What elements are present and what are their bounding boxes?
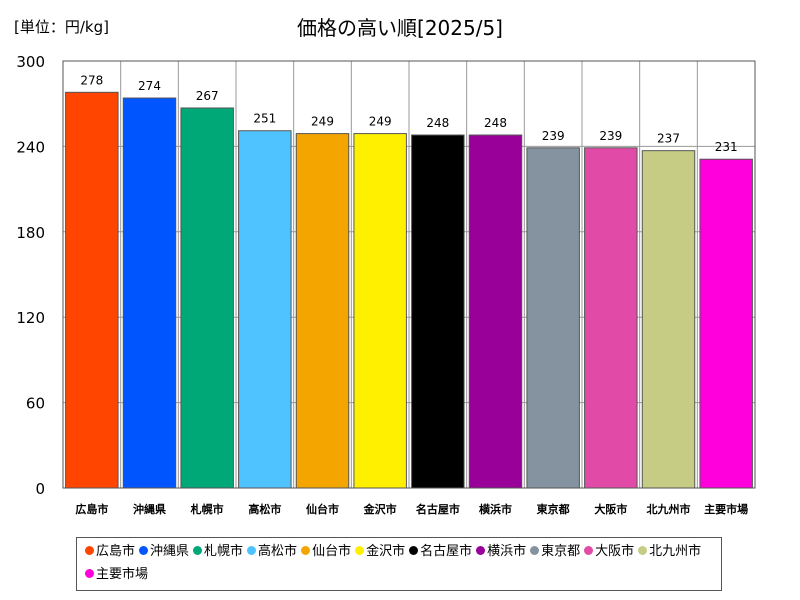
data-label: 274 [138,79,161,93]
bar [468,134,523,489]
bar [526,147,580,489]
data-label: 267 [196,89,219,103]
bar [584,147,638,489]
unit-label: [単位：円/kg] [14,18,109,36]
y-tick-label: 60 [26,395,45,413]
data-label: 249 [369,115,392,129]
legend-label: 名古屋市 [420,544,473,559]
legend-item: 広島市 [85,540,135,563]
bar [411,134,465,489]
legend-label: 広島市 [96,544,136,559]
x-tick-label: 沖縄県 [133,502,166,516]
legend-marker [638,546,648,555]
data-label: 251 [253,112,276,126]
y-tick-label: 180 [16,224,45,242]
data-label: 278 [80,73,103,87]
plot-frame [62,60,756,489]
data-label: 239 [542,129,565,143]
legend-label: 金沢市 [366,544,406,559]
bar [238,130,292,489]
bar [180,107,234,489]
bar [699,158,753,489]
legend-label: 横浜市 [487,544,527,559]
legend-item: 仙台市 [301,540,351,563]
legend-marker [193,546,203,555]
legend-marker [584,546,594,555]
legend-marker [355,546,365,555]
x-tick-label: 高松市 [248,502,281,516]
legend-item: 主要市場 [85,563,148,586]
legend-label: 仙台市 [312,544,352,559]
legend-label: 沖縄県 [150,544,190,559]
bar [295,133,350,489]
legend-label: 札幌市 [204,544,244,559]
bar [122,97,177,489]
legend-label: 高松市 [258,544,298,559]
legend-label: 東京都 [541,544,581,559]
legend-item: 沖縄県 [139,540,189,563]
data-label: 231 [715,140,738,154]
bar [65,91,119,489]
y-tick-label: 0 [35,480,45,498]
x-tick-label: 金沢市 [363,502,397,516]
x-tick-label: 東京都 [537,502,570,516]
legend-marker [530,546,540,555]
chart-title: 価格の高い順[2025/5] [297,16,503,40]
data-label: 248 [426,116,449,130]
legend-item: 横浜市 [476,540,526,563]
data-label: 249 [311,115,334,129]
data-label: 239 [599,129,622,143]
x-tick-label: 主要市場 [704,502,748,516]
x-tick-label: 仙台市 [306,502,339,516]
legend-marker [85,546,94,555]
legend-item: 名古屋市 [409,540,472,563]
chart-legend: 広島市 沖縄県 札幌市 高松市 仙台市 金沢市 名古屋市 横浜市 東京都 大阪市 北九州市主要市場 [76,537,722,591]
legend-item: 北九州市 [638,540,701,563]
data-label: 248 [484,116,507,130]
x-tick-label: 北九州市 [647,502,691,516]
legend-label: 大阪市 [595,544,635,559]
legend-item: 高松市 [247,540,297,563]
legend-item: 大阪市 [584,540,634,563]
legend-marker [301,546,311,555]
legend-marker [139,546,149,555]
legend-marker [409,546,419,555]
y-tick-label: 300 [16,53,45,71]
legend-item: 金沢市 [355,540,405,563]
x-tick-label: 大阪市 [594,502,627,516]
x-tick-label: 横浜市 [479,502,512,516]
bar [353,133,407,489]
legend-item: 東京都 [530,540,580,563]
legend-marker [247,546,257,555]
legend-marker [476,546,486,555]
bar [641,150,696,489]
legend-label: 主要市場 [96,567,149,582]
data-label: 237 [657,132,680,146]
y-tick-label: 240 [16,138,45,156]
legend-label: 北九州市 [649,544,702,559]
x-tick-label: 名古屋市 [416,502,460,516]
legend-item: 札幌市 [193,540,243,563]
x-tick-label: 広島市 [75,502,108,516]
legend-marker [85,569,94,578]
y-tick-label: 120 [16,309,45,327]
x-tick-label: 札幌市 [190,502,224,516]
